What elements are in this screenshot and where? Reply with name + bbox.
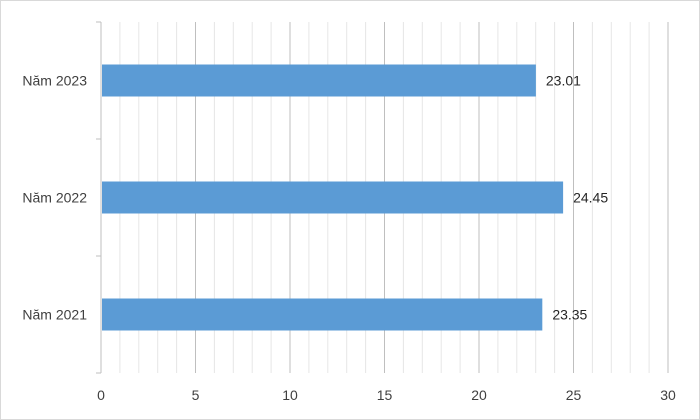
data-labels: 23.01 24.45 23.35 <box>546 73 608 323</box>
x-tick-label: 15 <box>377 387 393 403</box>
category-label: Năm 2021 <box>22 307 87 323</box>
bar <box>102 181 564 214</box>
x-tick-label: 25 <box>566 387 582 403</box>
x-tick-label: 20 <box>471 387 487 403</box>
data-label: 23.35 <box>552 307 587 323</box>
y-axis-category-labels: Năm 2023 Năm 2022 Năm 2021 <box>22 73 87 323</box>
x-tick-label: 10 <box>282 387 298 403</box>
axes <box>96 21 102 374</box>
bar <box>102 298 543 331</box>
x-tick-label: 0 <box>97 387 105 403</box>
x-tick-label: 30 <box>660 387 676 403</box>
bars <box>102 64 564 331</box>
data-label: 23.01 <box>546 73 581 89</box>
category-label: Năm 2022 <box>22 190 87 206</box>
data-label: 24.45 <box>573 190 608 206</box>
x-tick-label: 5 <box>192 387 200 403</box>
category-label: Năm 2023 <box>22 73 87 89</box>
x-axis-tick-labels: 0 5 10 15 20 25 30 <box>97 387 676 403</box>
bar <box>102 64 536 97</box>
